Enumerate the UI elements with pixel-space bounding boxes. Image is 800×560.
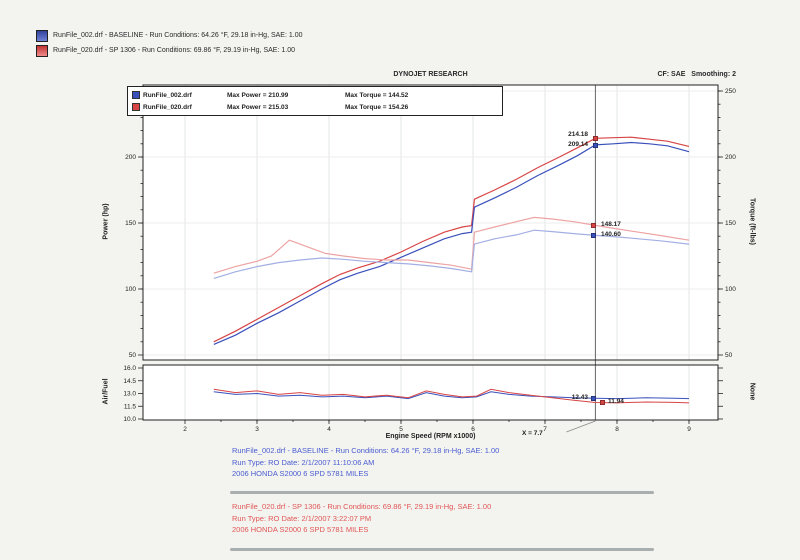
max-power-value: Max Power = 210.99 [227, 91, 289, 99]
cursor-power-blue-value: 209.14 [568, 141, 588, 148]
max-torque-value: Max Torque = 154.26 [345, 103, 409, 111]
red-swatch-icon [132, 103, 140, 111]
file-name: RunFile_002.drf [143, 91, 192, 99]
legend-row-sp1306: RunFile_020.drf - SP 1306 - Run Conditio… [36, 45, 303, 57]
curve [213, 391, 690, 400]
svg-text:9: 9 [687, 426, 691, 433]
cursor-marker-torque-blue[interactable] [591, 233, 596, 238]
axis-ticks [138, 90, 723, 424]
run-type-date-line: Run Type: RO Date: 2/1/2007 11:10:06 AM [232, 457, 375, 467]
curve [213, 141, 690, 345]
blue-swatch-icon [132, 91, 140, 99]
vehicle-line: 2006 HONDA S2000 6 SPD 5781 MILES [232, 469, 369, 478]
run-conditions-line: RunFile_020.drf - SP 1306 - Run Conditio… [232, 502, 492, 511]
svg-text:7: 7 [543, 426, 547, 433]
legend-row-baseline: RunFile_002.drf - BASELINE - Run Conditi… [36, 30, 303, 42]
svg-text:6: 6 [471, 426, 475, 433]
legend-baseline-label: RunFile_002.drf - BASELINE - Run Conditi… [53, 31, 303, 39]
run-info-sp1306: RunFile_020.drf - SP 1306 - Run Conditio… [232, 503, 491, 534]
svg-text:100: 100 [725, 286, 736, 293]
chart-title: DYNOJET RESEARCH [393, 71, 468, 78]
afr-axis-title: Air/Fuel [102, 378, 110, 405]
svg-text:8: 8 [615, 426, 619, 433]
blue-run-swatch-icon [36, 30, 48, 42]
right-afr-axis-title: None [748, 382, 756, 401]
file-name: RunFile_020.drf [143, 103, 192, 111]
svg-text:50: 50 [129, 352, 137, 359]
svg-text:4: 4 [327, 426, 331, 433]
max-power-value: Max Power = 215.03 [227, 103, 289, 111]
cursor-afr-red-value: 11.94 [608, 398, 624, 405]
run-type-date-line: Run Type: RO Date: 2/1/2007 3:22:07 PM [232, 513, 372, 523]
svg-text:200: 200 [725, 154, 736, 161]
max-values-row-baseline: RunFile_002.drf Max Power = 210.99 Max T… [132, 91, 498, 99]
power-axis-title: Power (hp) [102, 203, 110, 240]
divider [230, 548, 654, 551]
svg-text:150: 150 [725, 220, 736, 227]
cursor-callout-line [566, 420, 596, 433]
svg-text:50: 50 [725, 352, 733, 359]
run-legend: RunFile_002.drf - BASELINE - Run Conditi… [36, 30, 303, 60]
divider [230, 491, 654, 494]
svg-text:5: 5 [399, 426, 403, 433]
run-conditions-line: RunFile_002.drf - BASELINE - Run Conditi… [232, 446, 500, 455]
curve [213, 229, 690, 279]
cursor-marker-power-blue[interactable] [593, 143, 598, 148]
svg-text:3: 3 [255, 426, 259, 433]
run-info-baseline: RunFile_002.drf - BASELINE - Run Conditi… [232, 447, 499, 478]
svg-text:10.0: 10.0 [123, 416, 136, 423]
cursor-torque-blue-value: 140.60 [601, 231, 621, 238]
svg-text:13.0: 13.0 [123, 391, 136, 398]
red-run-swatch-icon [36, 45, 48, 57]
vehicle-line: 2006 HONDA S2000 6 SPD 5781 MILES [232, 525, 369, 534]
cursor-marker-afr-red[interactable] [600, 400, 605, 405]
curve [213, 388, 690, 404]
svg-text:16.0: 16.0 [123, 365, 136, 372]
svg-text:150: 150 [125, 220, 136, 227]
svg-text:250: 250 [725, 88, 736, 95]
dyno-plot-svg: 2 3 4 5 6 7 8 9 200 150 100 50 250 200 150 100 50 16.0 14.… [123, 84, 736, 433]
x-axis-title: Engine Speed (RPM x1000) [385, 433, 476, 440]
cursor-marker-afr-blue[interactable] [591, 396, 596, 401]
max-values-legend: RunFile_002.drf Max Power = 210.99 Max T… [127, 86, 503, 116]
svg-text:2: 2 [183, 426, 187, 433]
cursor-marker-power-red[interactable] [593, 136, 598, 141]
smoothing-label: Smoothing: 2 [691, 71, 736, 78]
chart-header-right: CF: SAE Smoothing: 2 [540, 71, 736, 79]
max-values-row-sp1306: RunFile_020.drf Max Power = 215.03 Max T… [132, 103, 498, 111]
gridlines [143, 85, 718, 420]
cursor-x-readout: X = 7.7 [522, 430, 543, 437]
curve [213, 136, 690, 343]
afr-curves [213, 388, 690, 404]
cursor-torque-red-value: 148.17 [601, 221, 621, 228]
correction-factor-label: CF: SAE [657, 71, 686, 78]
legend-sp1306-label: RunFile_020.drf - SP 1306 - Run Conditio… [53, 46, 295, 54]
svg-text:11.5: 11.5 [124, 403, 137, 410]
axis-tick-labels: 2 3 4 5 6 7 8 9 200 150 100 50 250 200 150 100 50 16.0 14.… [123, 88, 736, 433]
torque-axis-title: Torque (ft-lbs) [748, 198, 756, 245]
svg-text:100: 100 [125, 286, 136, 293]
svg-text:14.5: 14.5 [123, 378, 136, 385]
max-torque-value: Max Torque = 144.52 [345, 91, 409, 99]
cursor-power-red-value: 214.18 [568, 131, 588, 138]
cursor-afr-blue-value: 12.43 [571, 394, 588, 401]
cursor-marker-torque-red[interactable] [591, 223, 596, 228]
svg-text:200: 200 [125, 154, 136, 161]
